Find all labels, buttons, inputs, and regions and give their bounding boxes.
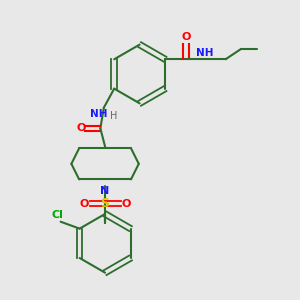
Text: H: H [110, 111, 117, 121]
Text: O: O [80, 199, 89, 208]
Text: O: O [181, 32, 190, 42]
Text: S: S [100, 197, 109, 210]
Text: Cl: Cl [51, 210, 63, 220]
Text: NH: NH [90, 110, 107, 119]
Text: N: N [100, 186, 110, 196]
Text: O: O [121, 199, 130, 208]
Text: NH: NH [196, 48, 214, 58]
Text: O: O [77, 123, 86, 134]
